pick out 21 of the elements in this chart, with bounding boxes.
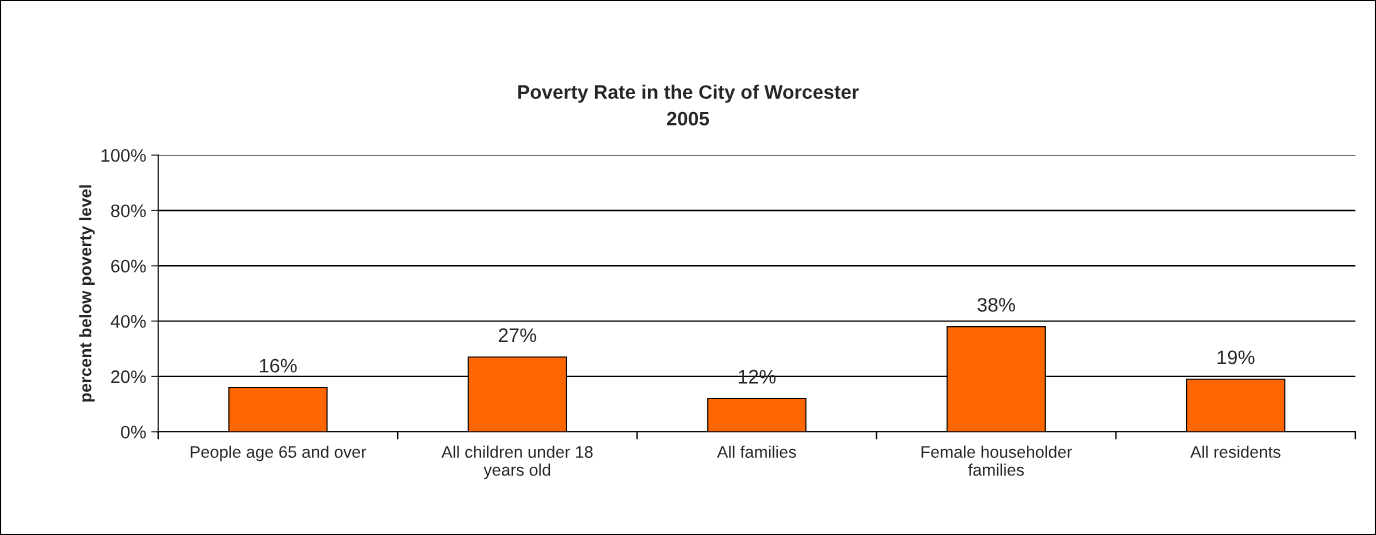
y-tick-label: 100% (101, 149, 146, 162)
chart-title: Poverty Rate in the City of Worcester (518, 84, 859, 103)
data-label: 27% (498, 328, 537, 343)
data-label: 38% (977, 297, 1015, 312)
data-label: 19% (1217, 350, 1255, 365)
bar (1186, 378, 1286, 432)
x-tick-label: People age 65 and over (190, 445, 367, 462)
x-tick-label: All residents (1190, 445, 1281, 458)
y-tick-label: 0% (121, 425, 146, 439)
x-tick-label: All families (717, 445, 797, 458)
bar (707, 397, 807, 432)
y-tick-label: 40% (110, 315, 146, 328)
data-label: 16% (259, 358, 297, 373)
bar (228, 386, 328, 432)
y-tick-label: 20% (111, 370, 146, 384)
x-tick-label: All children under 18 years old (441, 445, 593, 480)
y-tick-label: 60% (111, 259, 146, 273)
y-tick-label: 80% (111, 204, 146, 218)
x-tick-label: Female householder families (921, 445, 1072, 476)
chart-subtitle: 2005 (667, 111, 710, 126)
y-axis-title: percent below poverty level (79, 185, 95, 402)
